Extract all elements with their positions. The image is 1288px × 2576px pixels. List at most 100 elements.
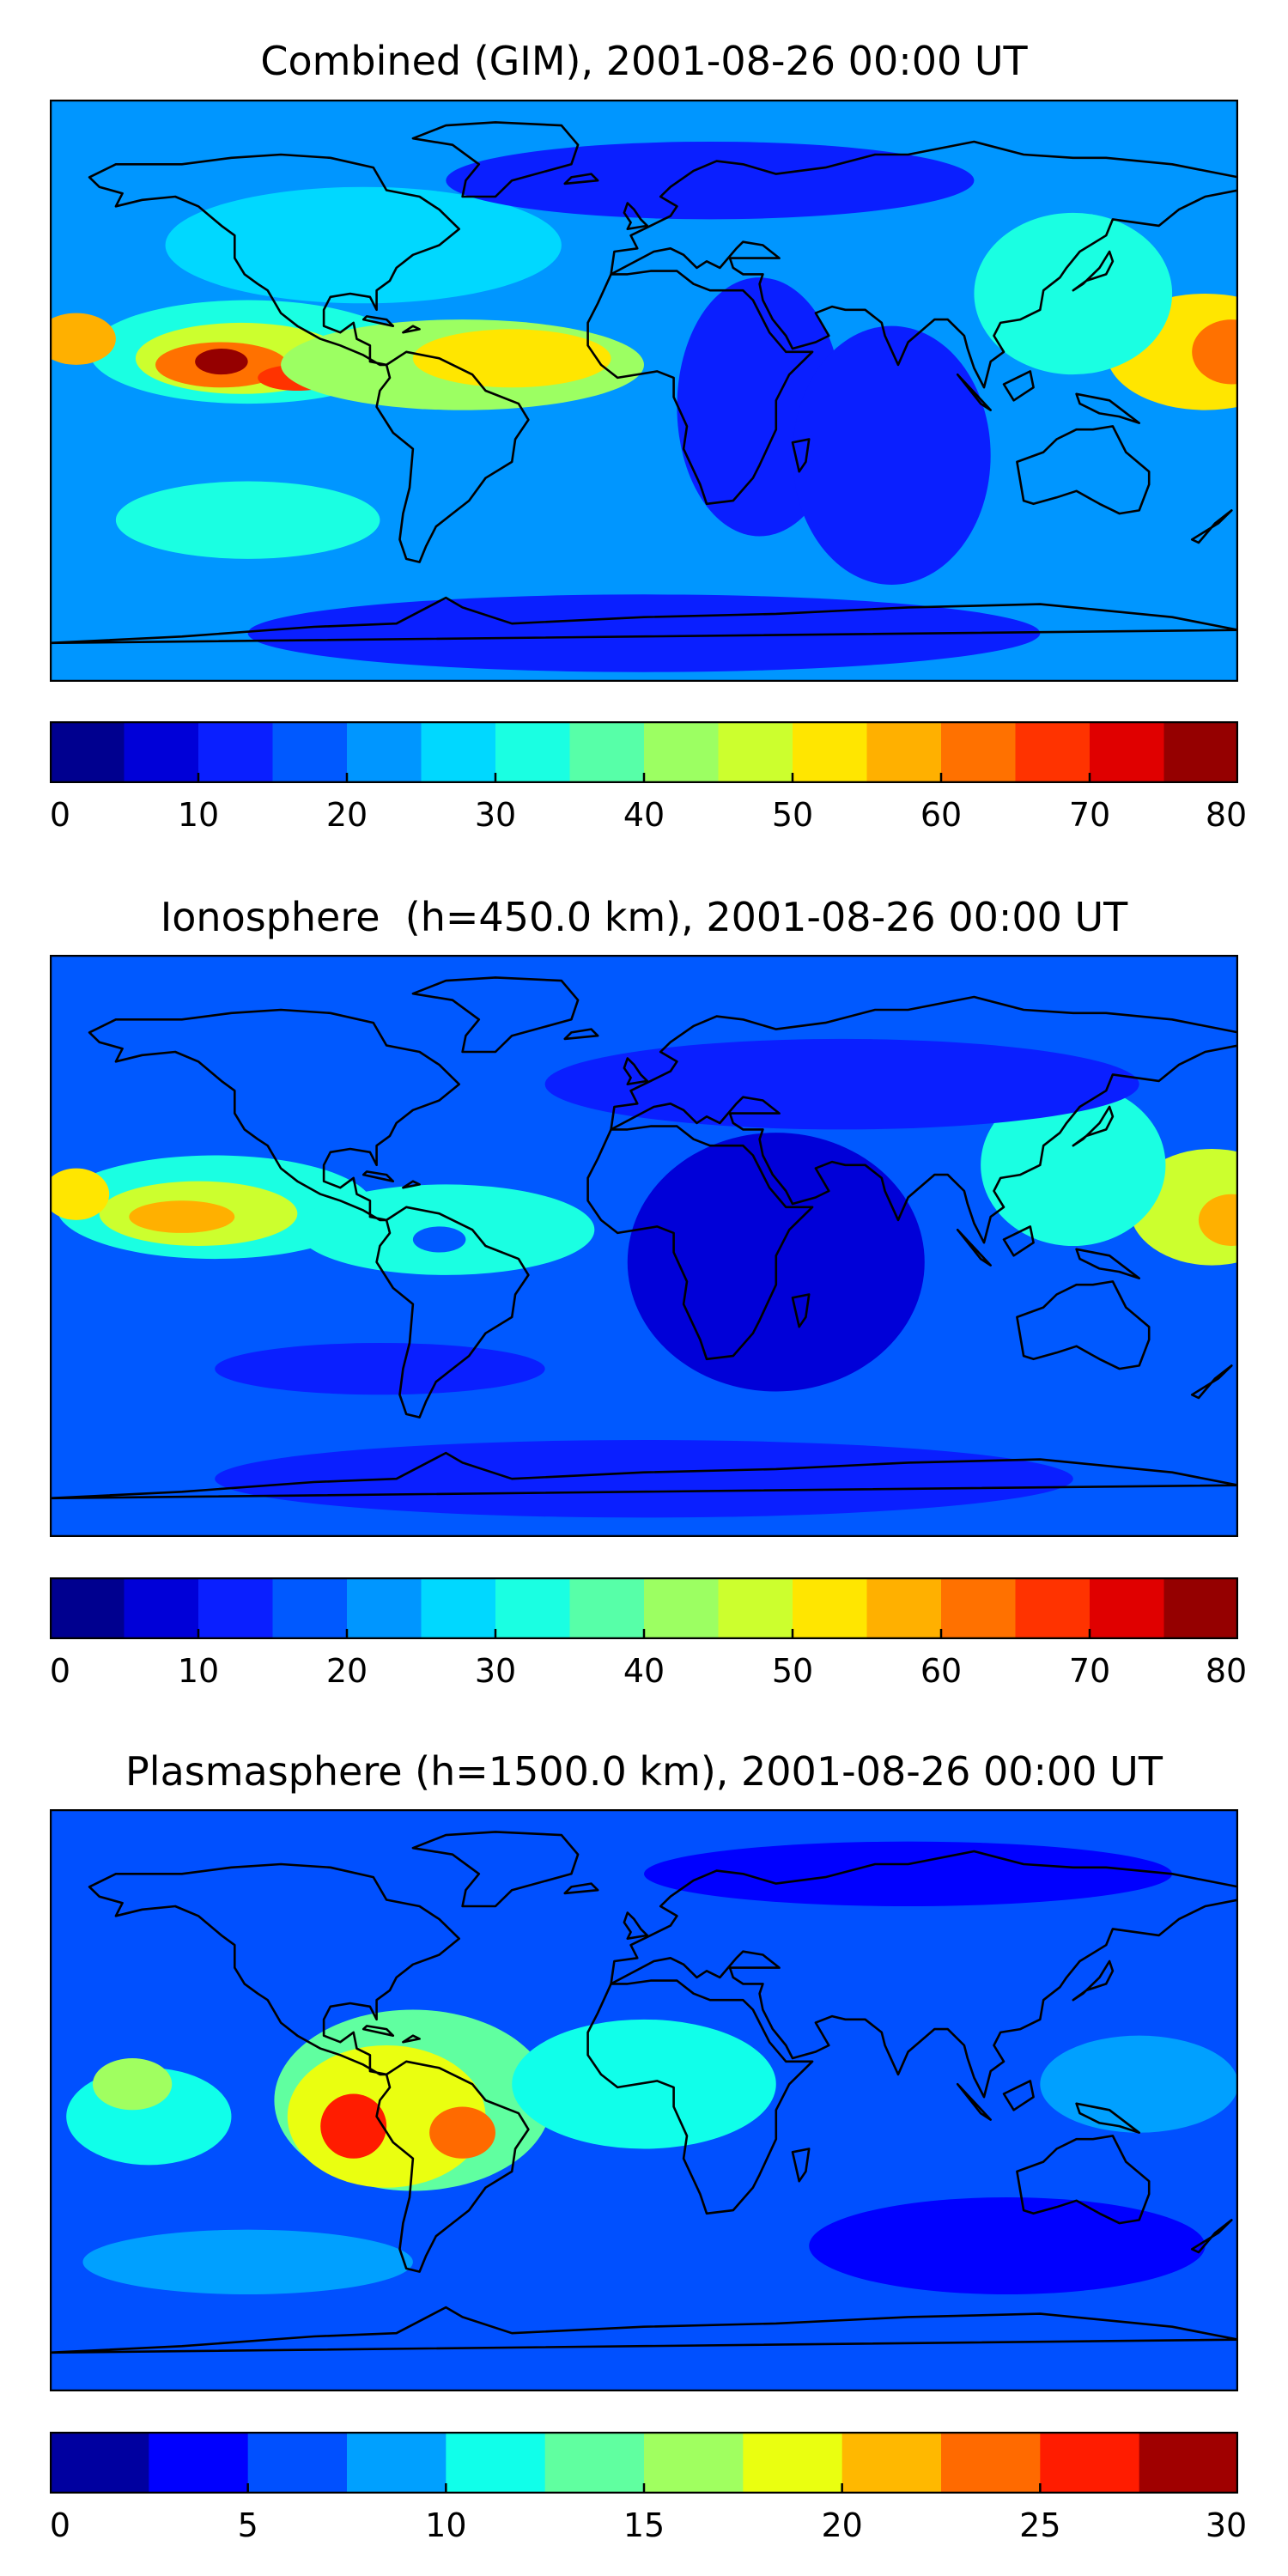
coastline [1072, 1105, 1115, 1147]
colorbar [50, 721, 1238, 783]
coastline [1072, 1959, 1115, 2002]
coastline [375, 350, 530, 563]
coastline [50, 1451, 1238, 1500]
coastline [411, 1831, 580, 1908]
coastline [563, 1028, 599, 1041]
contour-region [215, 1343, 545, 1395]
contour-region [82, 2229, 413, 2294]
coastline [586, 1979, 814, 2215]
contour-region [320, 2093, 387, 2159]
colorbar-swatch [124, 721, 199, 783]
colorbar-tick-label: 30 [1205, 2506, 1248, 2544]
colorbar-swatch [941, 1577, 1017, 1639]
colorbar-tick-label: 20 [325, 1652, 368, 1690]
tec-map [50, 1809, 1238, 2391]
coastline [623, 202, 649, 230]
coastline [50, 596, 1238, 645]
coastline [956, 2082, 992, 2121]
colorbar-tick-label: 0 [49, 2506, 71, 2544]
colorbar-tick-label: 10 [177, 796, 220, 834]
coastline [610, 995, 1238, 1244]
coastline [956, 373, 992, 411]
colorbar [50, 2432, 1238, 2494]
coastline [411, 976, 580, 1054]
coastline [1075, 1248, 1140, 1280]
coastline [586, 1125, 814, 1361]
colorbar-swatch [1040, 2432, 1140, 2494]
colorbar-swatch [793, 1577, 868, 1639]
colorbar-swatch [272, 721, 348, 783]
colorbar-tick-label: 0 [49, 1652, 71, 1690]
coastline [563, 173, 599, 185]
colorbar-swatch [124, 1577, 199, 1639]
coastline [791, 1293, 811, 1328]
colorbar-tick-label: 10 [177, 1652, 220, 1690]
contour-region [412, 1226, 466, 1253]
tec-map [50, 100, 1238, 682]
colorbar-tick-label: 50 [771, 796, 814, 834]
contour-region [215, 1440, 1073, 1518]
colorbar-swatch [1015, 1577, 1091, 1639]
coastline [1075, 392, 1140, 425]
coastline [791, 2148, 811, 2183]
colorbar-swatch [644, 721, 720, 783]
colorbar-tick-label: 70 [1068, 1652, 1111, 1690]
colorbar-swatch [544, 2432, 645, 2494]
coastline [1190, 1364, 1233, 1400]
coastline [623, 1057, 649, 1085]
colorbar-swatch [866, 1577, 942, 1639]
colorbar-tick-label: 30 [474, 796, 517, 834]
coastline [1002, 370, 1035, 402]
coastline [1016, 1280, 1151, 1370]
coastline [402, 325, 421, 334]
coastline [586, 270, 814, 506]
colorbar-tick-label: 60 [920, 1652, 963, 1690]
coastline [402, 1180, 421, 1189]
coastline [563, 1882, 599, 1895]
colorbar-swatch [1090, 721, 1165, 783]
colorbar-swatch [198, 1577, 274, 1639]
colorbar-swatch [793, 721, 868, 783]
colorbar-swatch [743, 2432, 843, 2494]
coastline [791, 438, 811, 473]
colorbar-swatch [644, 1577, 720, 1639]
coastline [411, 121, 580, 198]
coastline [1072, 250, 1115, 292]
coastline [1075, 2102, 1140, 2135]
colorbar-swatch [569, 1577, 645, 1639]
coastline [50, 2306, 1238, 2354]
contour-region [165, 186, 562, 304]
colorbar-tick-label: 25 [1019, 2506, 1061, 2544]
colorbar-swatch [50, 1577, 125, 1639]
coastline [88, 153, 461, 367]
colorbar-tick-label: 5 [237, 2506, 258, 2544]
colorbar-swatch [569, 721, 645, 783]
colorbar-swatch [421, 1577, 496, 1639]
colorbar-tick-label: 70 [1068, 796, 1111, 834]
coastline [375, 1206, 530, 1419]
colorbar-swatch [941, 721, 1017, 783]
colorbar-tick-label: 20 [325, 796, 368, 834]
colorbar-swatch [1139, 2432, 1238, 2494]
colorbar-swatch [495, 1577, 571, 1639]
colorbar [50, 1577, 1238, 1639]
colorbar-swatch [247, 2432, 348, 2494]
coastline [402, 2034, 421, 2044]
colorbar-swatch [941, 2432, 1041, 2494]
colorbar-tick-label: 80 [1205, 1652, 1248, 1690]
coastline [610, 140, 1238, 389]
contour-region [1198, 1194, 1238, 1246]
colorbar-swatch [421, 721, 496, 783]
colorbar-tick-label: 40 [623, 1652, 665, 1690]
contour-region [115, 481, 380, 559]
colorbar-ticks: 0 5 10 15 20 25 30 [49, 2505, 1247, 2548]
colorbar-swatch [1163, 1577, 1238, 1639]
coastline [1002, 2080, 1035, 2111]
colorbar-swatch [841, 2432, 942, 2494]
contour-region [1192, 319, 1238, 385]
contour-region [793, 325, 991, 585]
colorbar-swatch [272, 1577, 348, 1639]
coastline [1016, 425, 1151, 515]
colorbar-swatch [718, 1577, 793, 1639]
contour-region [412, 329, 611, 388]
